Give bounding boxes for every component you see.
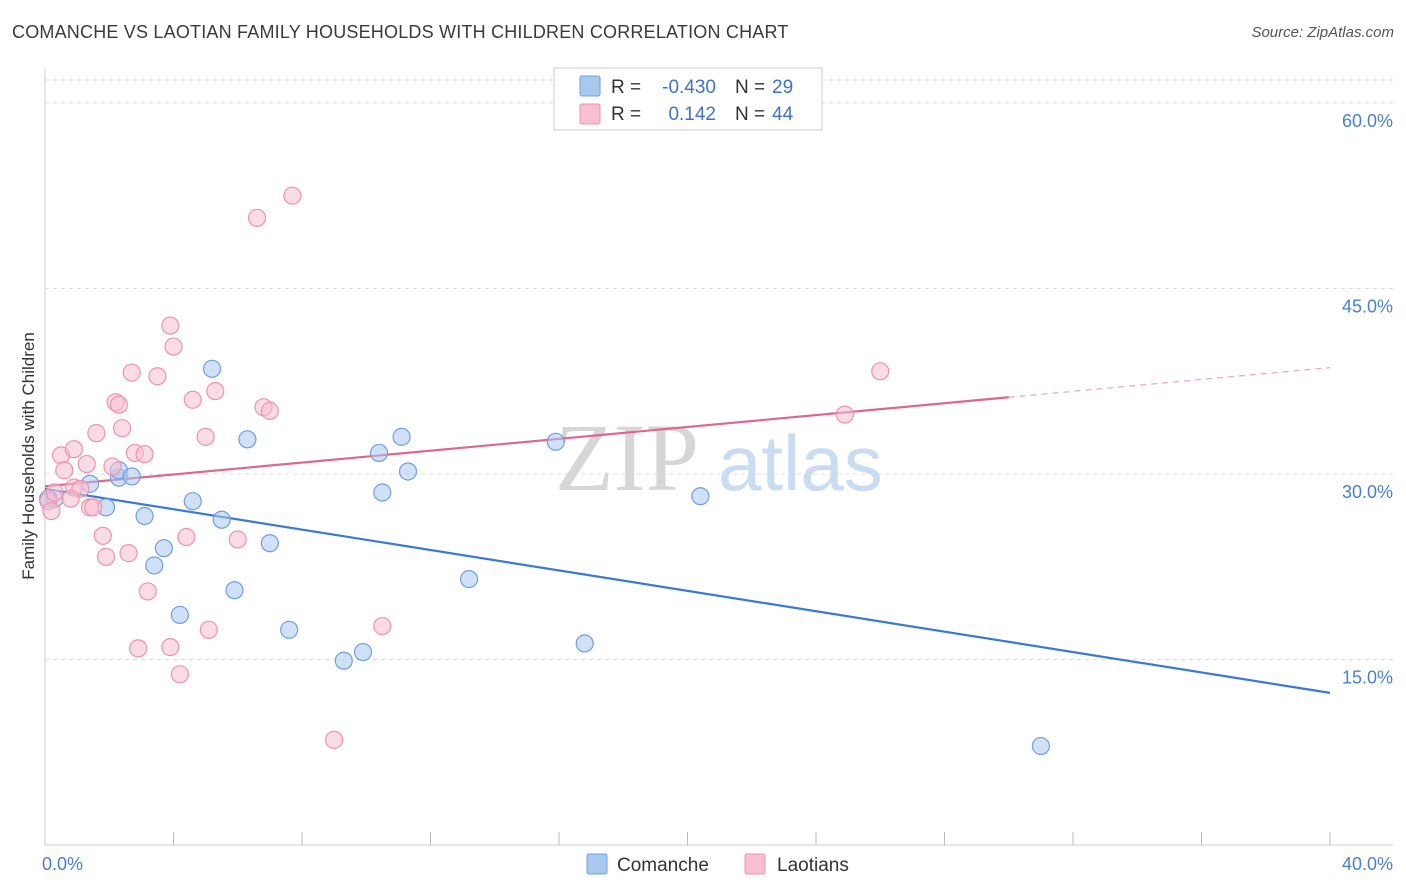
comanche-point-25 bbox=[575, 634, 594, 653]
x-tick-label-max: 40.0% bbox=[1342, 854, 1393, 874]
gridlines bbox=[45, 79, 1393, 660]
laotian-point-34 bbox=[247, 208, 267, 228]
laotian-point-5 bbox=[64, 440, 84, 459]
comanche-point-17 bbox=[334, 651, 353, 670]
comanche-point-11 bbox=[202, 359, 222, 378]
comanche-point-14 bbox=[238, 430, 257, 449]
laotian-point-3 bbox=[55, 461, 74, 480]
comanche-point-24 bbox=[546, 432, 565, 451]
comanche-point-9 bbox=[170, 605, 190, 625]
laotian-point-9 bbox=[84, 498, 103, 517]
y-tick-label-15: 15.0% bbox=[1342, 667, 1393, 687]
legend-comanche-label: Comanche bbox=[617, 855, 709, 876]
data-points bbox=[39, 186, 1050, 756]
y-axis-title: Family Households with Children bbox=[19, 332, 38, 580]
comanche-point-5 bbox=[122, 467, 141, 486]
laotian-point-43 bbox=[61, 489, 80, 508]
comanche-trend-line bbox=[44, 487, 1331, 694]
laotian-point-42 bbox=[42, 501, 61, 521]
comanche-point-12 bbox=[212, 510, 231, 529]
laotian-n-value: 44 bbox=[772, 104, 794, 125]
comanche-point-8 bbox=[154, 539, 173, 558]
comanche-point-19 bbox=[370, 443, 389, 463]
comanche-point-15 bbox=[260, 534, 279, 553]
tick-labels: 15.0% 30.0% 45.0% 60.0% 0.0% 40.0% bbox=[42, 111, 1393, 874]
comanche-point-13 bbox=[225, 581, 244, 600]
laotian-point-41 bbox=[871, 362, 890, 381]
laotian-point-24 bbox=[161, 316, 180, 335]
comanche-point-22 bbox=[398, 462, 418, 481]
legend-laotian-label: Laotians bbox=[777, 855, 849, 876]
stats-legend: R = -0.430 N = 29 R = 0.142 N = 44 bbox=[553, 67, 823, 131]
comanche-point-6 bbox=[135, 506, 154, 526]
laotian-point-31 bbox=[199, 620, 218, 639]
watermark-zip: ZIP bbox=[555, 404, 699, 511]
laotian-point-36 bbox=[260, 401, 279, 420]
y-tick-label-30: 30.0% bbox=[1342, 482, 1393, 502]
laotian-point-29 bbox=[183, 390, 202, 409]
laotian-point-13 bbox=[103, 457, 122, 476]
comanche-swatch bbox=[579, 75, 601, 97]
laotian-point-26 bbox=[164, 337, 183, 356]
laotian-n-label: N = bbox=[735, 104, 765, 125]
laotian-point-22 bbox=[138, 582, 157, 601]
comanche-point-21 bbox=[392, 427, 411, 446]
laotian-point-18 bbox=[122, 363, 141, 382]
laotian-point-21 bbox=[135, 445, 154, 464]
legend-laotian-swatch bbox=[744, 853, 766, 875]
axes bbox=[44, 68, 1393, 846]
comanche-point-10 bbox=[183, 492, 202, 511]
x-tick-label-min: 0.0% bbox=[42, 854, 83, 874]
y-tick-label-45: 45.0% bbox=[1342, 296, 1393, 316]
laotian-r-value: 0.142 bbox=[668, 104, 716, 125]
comanche-n-label: N = bbox=[735, 77, 765, 98]
comanche-point-7 bbox=[145, 556, 164, 575]
comanche-r-label: R = bbox=[611, 77, 641, 98]
comanche-point-27 bbox=[1031, 736, 1050, 756]
laotian-point-23 bbox=[148, 367, 167, 386]
laotian-point-32 bbox=[206, 381, 225, 401]
laotian-point-40 bbox=[835, 405, 855, 424]
laotian-point-39 bbox=[373, 616, 392, 636]
comanche-n-value: 29 bbox=[772, 77, 793, 98]
legend-comanche-swatch bbox=[586, 853, 608, 875]
laotian-point-38 bbox=[325, 730, 344, 749]
chart-title: COMANCHE VS LAOTIAN FAMILY HOUSEHOLDS WI… bbox=[12, 22, 789, 42]
laotian-point-12 bbox=[96, 547, 116, 566]
laotian-trend-extension bbox=[1008, 366, 1331, 398]
laotian-point-7 bbox=[77, 454, 96, 474]
laotian-point-25 bbox=[161, 638, 180, 657]
comanche-point-23 bbox=[459, 569, 479, 589]
laotian-r-label: R = bbox=[611, 104, 641, 125]
laotian-point-15 bbox=[109, 395, 128, 414]
laotian-point-10 bbox=[87, 424, 106, 443]
comanche-point-16 bbox=[280, 620, 299, 639]
laotian-point-16 bbox=[112, 419, 132, 438]
laotian-swatch bbox=[579, 103, 601, 125]
y-tick-label-60: 60.0% bbox=[1342, 111, 1393, 131]
chart-source: Source: ZipAtlas.com bbox=[1251, 24, 1394, 41]
comanche-point-20 bbox=[373, 483, 392, 502]
laotian-point-11 bbox=[93, 526, 112, 545]
watermark: ZIP atlas bbox=[555, 404, 883, 511]
watermark-atlas: atlas bbox=[718, 419, 883, 507]
laotian-point-33 bbox=[228, 530, 247, 549]
laotian-point-20 bbox=[129, 639, 148, 658]
comanche-point-26 bbox=[691, 487, 710, 506]
bottom-legend: Comanche Laotians bbox=[586, 853, 849, 876]
comanche-r-value: -0.430 bbox=[662, 77, 716, 98]
laotian-point-27 bbox=[170, 665, 190, 684]
laotian-point-28 bbox=[177, 527, 196, 547]
laotian-point-17 bbox=[119, 544, 138, 563]
laotian-point-30 bbox=[196, 427, 215, 446]
laotian-point-1 bbox=[45, 483, 64, 502]
laotian-point-37 bbox=[283, 186, 302, 205]
comanche-point-18 bbox=[353, 642, 373, 662]
